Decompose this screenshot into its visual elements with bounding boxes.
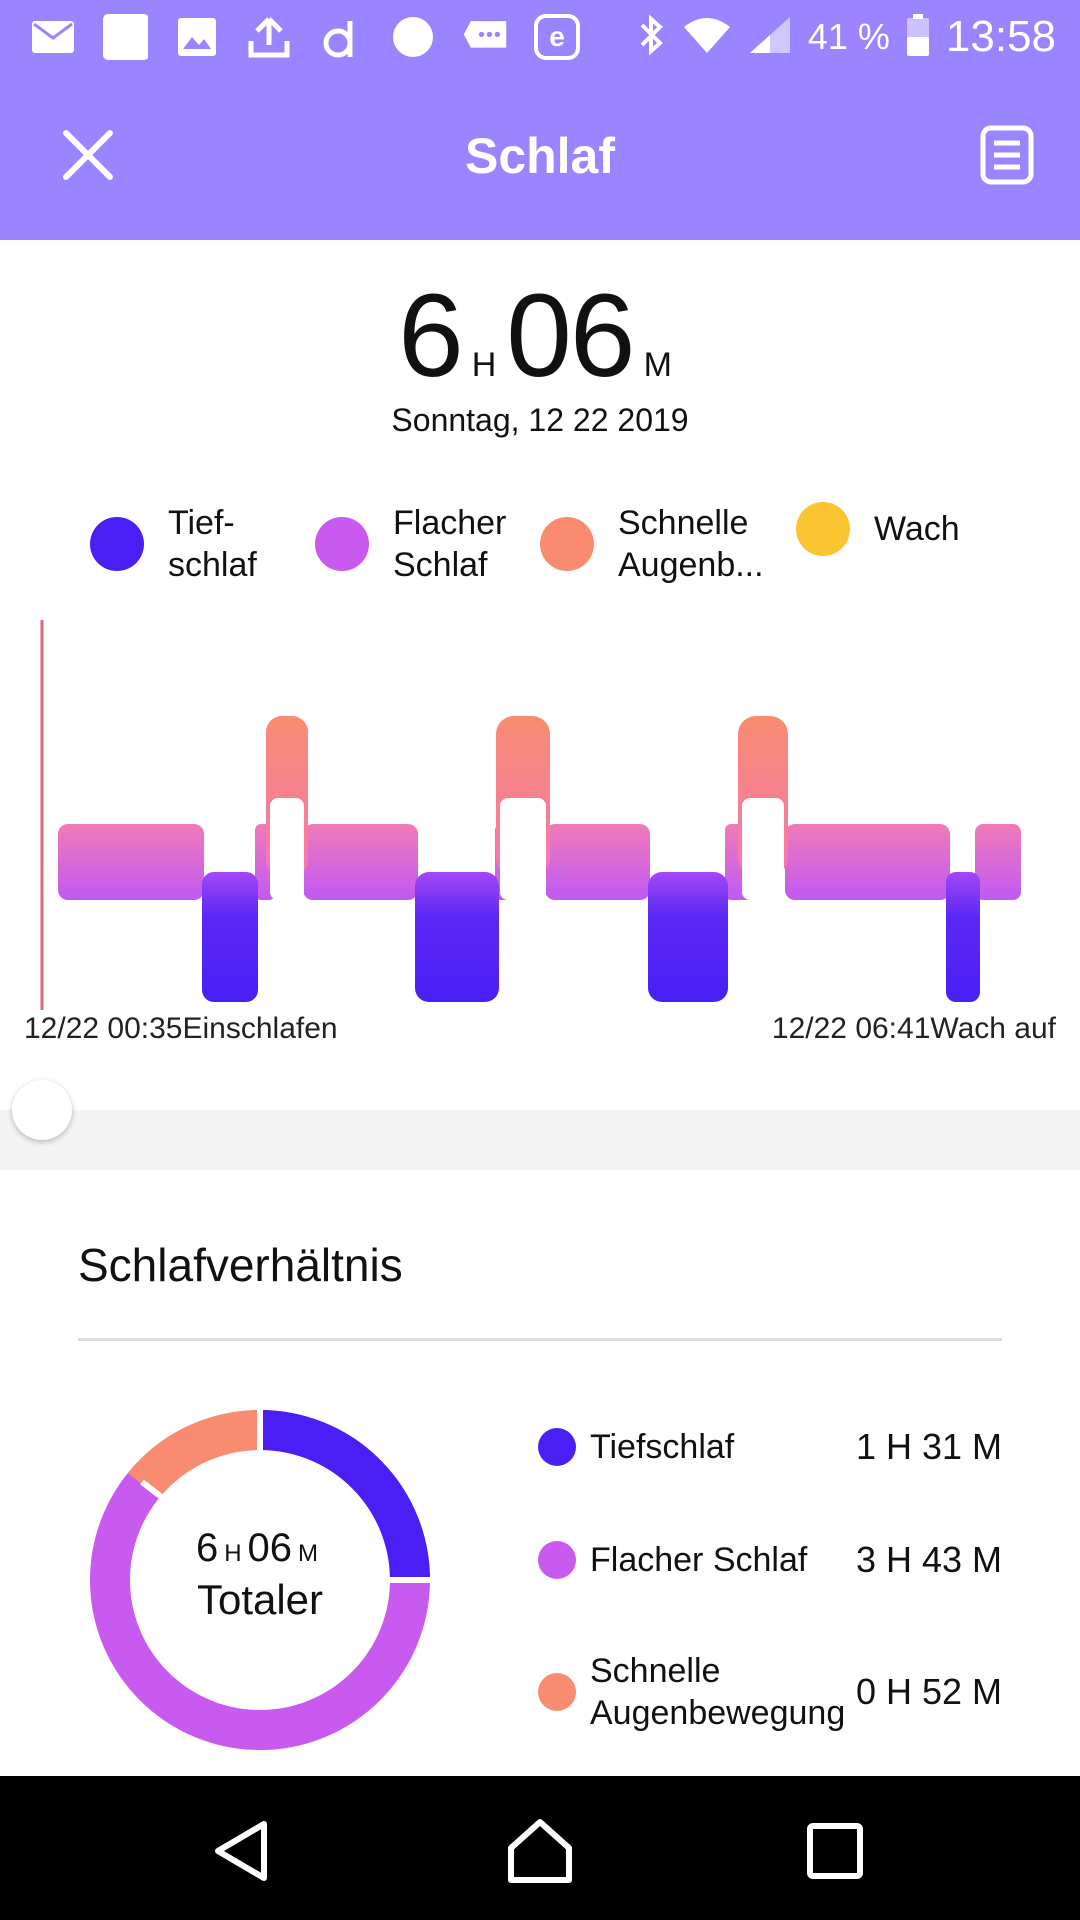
donut-total-label: Totaler xyxy=(196,1576,324,1623)
hypnogram-chart[interactable] xyxy=(0,620,1080,1010)
ratio-row-deep: Tiefschlaf 1 H 31 M xyxy=(538,1426,1002,1468)
ratio-label: Tiefschlaf xyxy=(590,1428,735,1466)
ratio-value: 3 H 43 M xyxy=(855,1539,1002,1580)
image-icon xyxy=(174,16,220,58)
segment-light xyxy=(545,824,650,900)
chart-gap xyxy=(270,798,304,900)
back-button[interactable] xyxy=(206,1816,276,1886)
recents-button[interactable] xyxy=(800,1816,870,1886)
bluetooth-icon xyxy=(636,13,666,62)
ratio-row-rem: Schnelle Augenbewegung 0 H 52 M xyxy=(538,1650,1002,1734)
segment-deep xyxy=(648,872,728,1002)
document-icon xyxy=(980,125,1034,185)
battery-percent: 41 % xyxy=(807,16,890,57)
legend-dot xyxy=(540,517,594,571)
legend-rem-sleep: Schnelle Augenb... xyxy=(540,502,764,586)
clock: 13:58 xyxy=(945,12,1056,61)
ratio-dot xyxy=(538,1541,576,1579)
app-icon xyxy=(318,16,364,58)
total-minutes-unit: M xyxy=(298,1540,319,1567)
segment-deep xyxy=(202,872,258,1002)
signal-icon xyxy=(748,15,792,60)
sleep-ratio-donut xyxy=(90,1410,430,1750)
home-button[interactable] xyxy=(505,1816,575,1886)
legend-label: Tief- schlaf xyxy=(168,504,257,584)
legend-label: Flacher Schlaf xyxy=(393,504,507,584)
notification-icons: e xyxy=(30,12,580,62)
ratio-label: Schnelle Augenbewegung xyxy=(590,1652,846,1732)
duration-minutes-unit: M xyxy=(643,346,672,384)
wake-up-label: 12/22 06:41Wach auf xyxy=(771,1012,1056,1045)
timeline-slider-track[interactable] xyxy=(0,1110,1080,1170)
sleep-date: Sonntag, 12 22 2019 xyxy=(391,402,689,438)
close-icon xyxy=(63,130,113,180)
segment-deep xyxy=(946,872,980,1002)
ratio-value: 1 H 31 M xyxy=(855,1426,1002,1467)
legend-deep-sleep: Tief- schlaf xyxy=(90,502,257,586)
sleep-start-label: 12/22 00:35Einschlafen xyxy=(24,1012,338,1045)
legend-dot xyxy=(315,517,369,571)
chart-gap xyxy=(742,798,784,900)
segment-light xyxy=(303,824,418,900)
duration-minutes: 06 xyxy=(506,270,635,402)
duration-hours: 6 xyxy=(398,270,464,402)
legend-light-sleep: Flacher Schlaf xyxy=(315,502,506,586)
legend-label: Schnelle Augenb... xyxy=(618,504,764,584)
square-icon xyxy=(102,14,148,60)
legend-dot xyxy=(796,502,850,556)
close-button[interactable] xyxy=(60,127,116,183)
section-title: Schlafverhältnis xyxy=(78,1239,403,1291)
timeline-slider-handle[interactable] xyxy=(12,1080,72,1140)
circle-icon xyxy=(390,16,436,58)
legend-dot xyxy=(90,517,144,571)
ratio-value: 0 H 52 M xyxy=(855,1671,1002,1712)
total-hours-unit: H xyxy=(224,1540,242,1567)
chart-gap xyxy=(500,798,546,900)
segment-light xyxy=(58,824,204,900)
status-bar: e 41 % 13:58 xyxy=(0,0,1080,75)
message-icon xyxy=(462,16,508,58)
donut-total-time: 6 H 06 M xyxy=(90,1526,430,1571)
battery-icon xyxy=(906,13,930,62)
ratio-row-light: Flacher Schlaf 3 H 43 M xyxy=(538,1539,1002,1581)
duration-hours-unit: H xyxy=(471,346,497,384)
page-title: Schlaf xyxy=(464,128,616,184)
legend-awake: Wach xyxy=(796,502,960,556)
app-bar: Schlaf xyxy=(0,75,1080,240)
segment-light xyxy=(975,824,1021,900)
back-icon xyxy=(215,1821,267,1881)
e-icon: e xyxy=(534,14,580,60)
svg-text:e: e xyxy=(549,21,565,52)
legend-label: Wach xyxy=(874,510,960,548)
wifi-icon xyxy=(682,15,732,60)
ratio-dot xyxy=(538,1673,576,1711)
ratio-label: Flacher Schlaf xyxy=(590,1541,808,1579)
divider xyxy=(78,1338,1002,1341)
sleep-duration: 6 H06 M xyxy=(0,268,1080,404)
total-hours: 6 xyxy=(195,1526,219,1570)
home-icon xyxy=(508,1819,572,1883)
ratio-dot xyxy=(538,1428,576,1466)
navigation-bar xyxy=(0,1776,1080,1920)
total-minutes: 06 xyxy=(247,1526,293,1570)
mail-icon xyxy=(30,16,76,58)
segment-light xyxy=(785,824,950,900)
system-indicators: 41 % 13:58 xyxy=(636,10,1056,64)
recents-icon xyxy=(807,1823,863,1879)
report-button[interactable] xyxy=(980,125,1034,185)
segment-deep xyxy=(415,872,499,1002)
upload-icon xyxy=(246,16,292,58)
